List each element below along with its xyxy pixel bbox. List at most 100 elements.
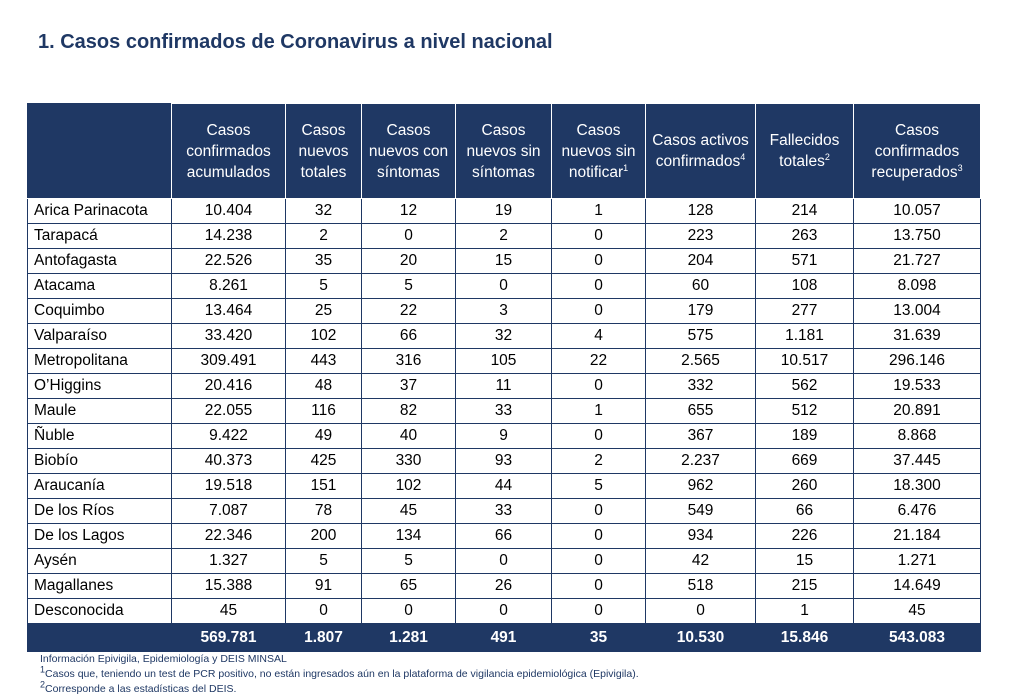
value-cell: 33.420 bbox=[171, 323, 286, 349]
value-cell: 128 bbox=[645, 198, 756, 224]
value-cell: 13.750 bbox=[853, 223, 981, 249]
value-cell: 0 bbox=[551, 373, 646, 399]
header-corner-cell bbox=[27, 103, 172, 199]
value-cell: 18.300 bbox=[853, 473, 981, 499]
value-cell: 1.181 bbox=[755, 323, 854, 349]
value-cell: 33 bbox=[455, 498, 552, 524]
column-header-label: Casos nuevos sin síntomas bbox=[466, 121, 541, 181]
value-cell: 22.055 bbox=[171, 398, 286, 424]
column-header: Casos nuevos totales bbox=[285, 103, 362, 199]
value-cell: 15.388 bbox=[171, 573, 286, 599]
value-cell: 179 bbox=[645, 298, 756, 324]
value-cell: 10.057 bbox=[853, 198, 981, 224]
value-cell: 48 bbox=[285, 373, 362, 399]
value-cell: 277 bbox=[755, 298, 854, 324]
value-cell: 19.518 bbox=[171, 473, 286, 499]
region-name-cell: Desconocida bbox=[27, 598, 172, 624]
value-cell: 116 bbox=[285, 398, 362, 424]
footnote-1: 1Casos que, teniendo un test de PCR posi… bbox=[40, 665, 639, 682]
total-value-cell: 543.083 bbox=[853, 623, 981, 652]
region-name-cell: Atacama bbox=[27, 273, 172, 299]
value-cell: 2.565 bbox=[645, 348, 756, 374]
value-cell: 0 bbox=[455, 273, 552, 299]
value-cell: 45 bbox=[361, 498, 456, 524]
value-cell: 571 bbox=[755, 248, 854, 274]
total-value-cell: 491 bbox=[455, 623, 552, 652]
table-row: Tarapacá 14.238 2 0 2 0 223 263 13.750 bbox=[27, 223, 981, 249]
value-cell: 1 bbox=[551, 398, 646, 424]
value-cell: 13.004 bbox=[853, 298, 981, 324]
value-cell: 20.891 bbox=[853, 398, 981, 424]
value-cell: 7.087 bbox=[171, 498, 286, 524]
value-cell: 12 bbox=[361, 198, 456, 224]
totals-label-cell bbox=[27, 623, 172, 652]
column-header: Casos activos confirmados4 bbox=[645, 103, 756, 199]
value-cell: 19.533 bbox=[853, 373, 981, 399]
value-cell: 151 bbox=[285, 473, 362, 499]
value-cell: 60 bbox=[645, 273, 756, 299]
value-cell: 32 bbox=[455, 323, 552, 349]
table-row: Metropolitana 309.491 443 316 105 22 2.565 10.5… bbox=[27, 348, 981, 374]
column-header-label: Casos activos confirmados bbox=[652, 132, 749, 170]
total-value-cell: 569.781 bbox=[171, 623, 286, 652]
value-cell: 0 bbox=[455, 598, 552, 624]
region-name-cell: Biobío bbox=[27, 448, 172, 474]
value-cell: 223 bbox=[645, 223, 756, 249]
column-header-footnote-marker: 3 bbox=[957, 162, 963, 173]
value-cell: 512 bbox=[755, 398, 854, 424]
cases-table: Casos confirmados acumulados Casos nuevos… bbox=[27, 103, 981, 652]
column-header-label: Casos confirmados recuperados bbox=[871, 121, 960, 181]
value-cell: 934 bbox=[645, 523, 756, 549]
value-cell: 0 bbox=[551, 223, 646, 249]
column-header: Casos confirmados recuperados3 bbox=[853, 103, 981, 199]
value-cell: 425 bbox=[285, 448, 362, 474]
value-cell: 296.146 bbox=[853, 348, 981, 374]
value-cell: 3 bbox=[455, 298, 552, 324]
value-cell: 102 bbox=[361, 473, 456, 499]
value-cell: 0 bbox=[645, 598, 756, 624]
value-cell: 33 bbox=[455, 398, 552, 424]
table-row: Desconocida 45 0 0 0 0 0 1 45 bbox=[27, 598, 981, 624]
value-cell: 8.098 bbox=[853, 273, 981, 299]
region-name-cell: De los Lagos bbox=[27, 523, 172, 549]
table-row: Valparaíso 33.420 102 66 32 4 575 1.181 31.639 bbox=[27, 323, 981, 349]
value-cell: 549 bbox=[645, 498, 756, 524]
value-cell: 78 bbox=[285, 498, 362, 524]
value-cell: 45 bbox=[853, 598, 981, 624]
value-cell: 0 bbox=[551, 598, 646, 624]
value-cell: 0 bbox=[361, 223, 456, 249]
value-cell: 260 bbox=[755, 473, 854, 499]
table-row: Magallanes 15.388 91 65 26 0 518 215 14.649 bbox=[27, 573, 981, 599]
region-name-cell: Valparaíso bbox=[27, 323, 172, 349]
region-name-cell: Tarapacá bbox=[27, 223, 172, 249]
value-cell: 0 bbox=[455, 548, 552, 574]
value-cell: 10.404 bbox=[171, 198, 286, 224]
source-note: Información Epivigila, Epidemiología y D… bbox=[40, 653, 287, 665]
value-cell: 20.416 bbox=[171, 373, 286, 399]
value-cell: 204 bbox=[645, 248, 756, 274]
value-cell: 263 bbox=[755, 223, 854, 249]
value-cell: 134 bbox=[361, 523, 456, 549]
value-cell: 6.476 bbox=[853, 498, 981, 524]
table-body: Arica Parinacota 10.404 32 12 19 1 128 214 10.05… bbox=[27, 198, 981, 624]
value-cell: 200 bbox=[285, 523, 362, 549]
table-row: Araucanía 19.518 151 102 44 5 962 260 18.300 bbox=[27, 473, 981, 499]
column-header: Casos nuevos sin síntomas bbox=[455, 103, 552, 199]
value-cell: 20 bbox=[361, 248, 456, 274]
value-cell: 22 bbox=[551, 348, 646, 374]
value-cell: 5 bbox=[285, 273, 362, 299]
value-cell: 0 bbox=[551, 298, 646, 324]
table-row: Coquimbo 13.464 25 22 3 0 179 277 13.004 bbox=[27, 298, 981, 324]
region-name-cell: Arica Parinacota bbox=[27, 198, 172, 224]
value-cell: 45 bbox=[171, 598, 286, 624]
value-cell: 0 bbox=[551, 423, 646, 449]
value-cell: 35 bbox=[285, 248, 362, 274]
table-row: Aysén 1.327 5 5 0 0 42 15 1.271 bbox=[27, 548, 981, 574]
region-name-cell: De los Ríos bbox=[27, 498, 172, 524]
value-cell: 82 bbox=[361, 398, 456, 424]
value-cell: 669 bbox=[755, 448, 854, 474]
value-cell: 443 bbox=[285, 348, 362, 374]
value-cell: 0 bbox=[285, 598, 362, 624]
value-cell: 108 bbox=[755, 273, 854, 299]
value-cell: 22 bbox=[361, 298, 456, 324]
